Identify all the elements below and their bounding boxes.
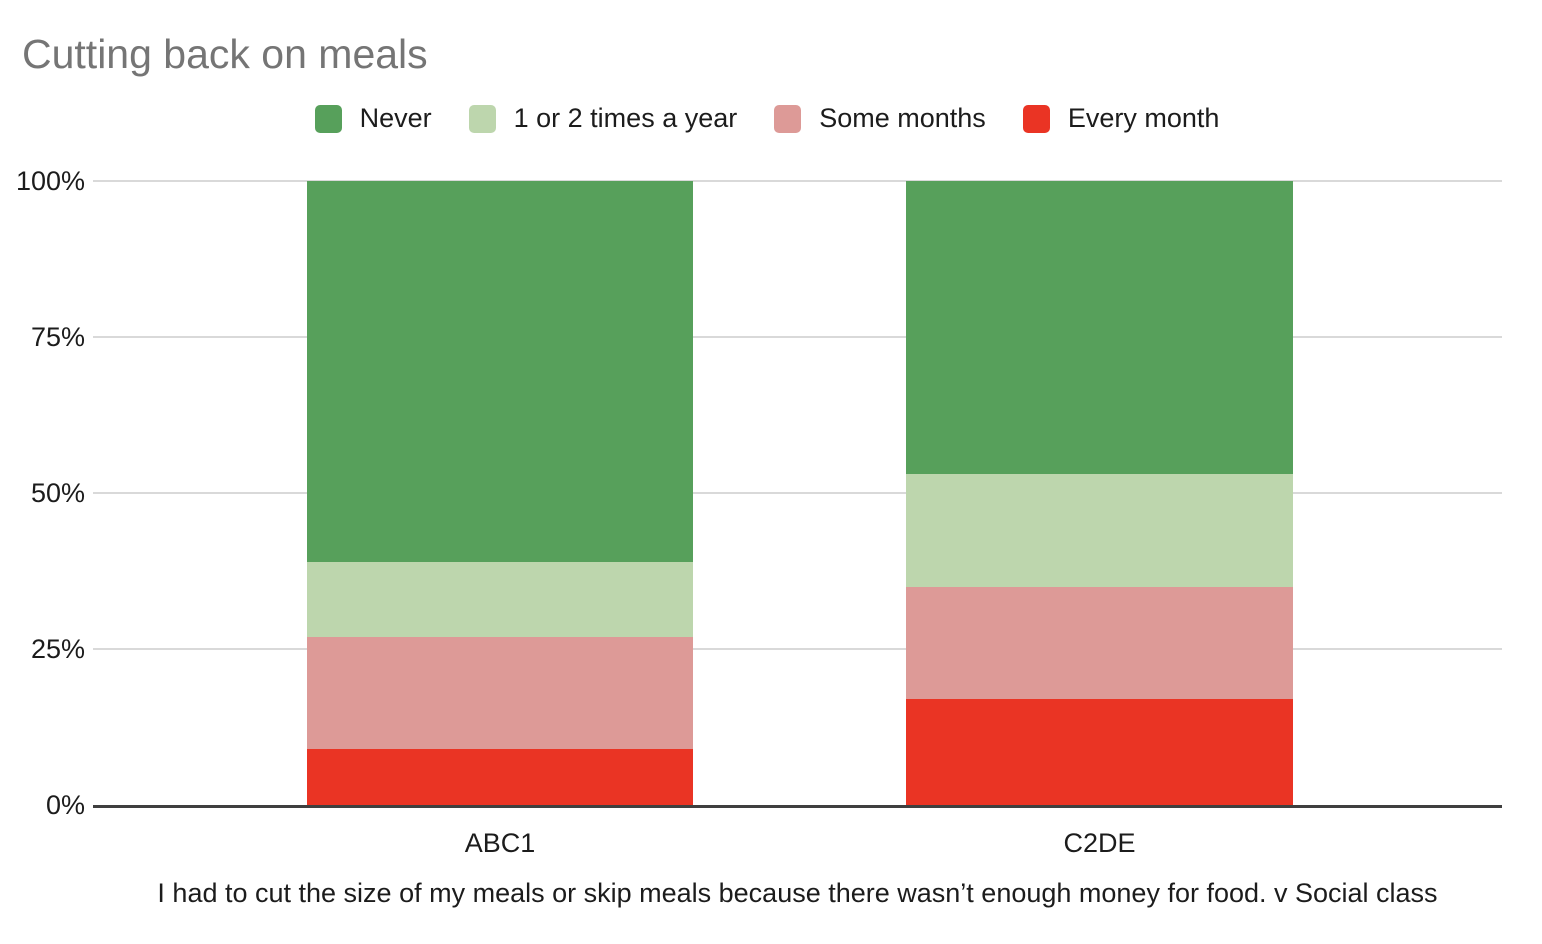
bar-abc1 <box>307 181 693 805</box>
legend-swatch-every-month <box>1022 104 1050 133</box>
y-tick-label-25: 25% <box>30 634 85 664</box>
plot-area <box>93 180 1502 808</box>
legend-swatch-1-or-2-times-a-year <box>468 104 496 133</box>
legend-item-every-month: Every month <box>1022 103 1220 134</box>
gridline-25 <box>93 648 1502 650</box>
x-label-abc1: ABC1 <box>464 828 536 858</box>
y-tick-label-0: 0% <box>45 790 85 820</box>
y-tick-label-75: 75% <box>30 322 85 352</box>
legend-label: Never <box>359 103 432 133</box>
gridline-75 <box>93 336 1502 338</box>
legend-label: Some months <box>819 103 986 133</box>
legend-label: 1 or 2 times a year <box>513 103 738 133</box>
x-label-c2de: C2DE <box>1063 828 1136 858</box>
segment-never-abc1 <box>307 181 693 562</box>
segment-1-or-2-times-a-year-abc1 <box>307 561 693 637</box>
bar-c2de <box>906 181 1293 805</box>
legend-item-never: Never <box>314 103 432 134</box>
x-axis-caption: I had to cut the size of my meals or ski… <box>157 878 1438 908</box>
segment-every-month-c2de <box>906 698 1293 805</box>
legend-label: Every month <box>1067 103 1220 133</box>
y-tick-label-50: 50% <box>30 478 85 508</box>
x-axis-category-labels: ABC1 C2DE <box>93 828 1502 862</box>
x-axis-baseline <box>93 805 1502 808</box>
y-tick-label-100: 100% <box>15 166 85 196</box>
legend-swatch-never <box>314 104 342 133</box>
segment-some-months-c2de <box>906 586 1293 699</box>
legend-item-1-or-2-times-a-year: 1 or 2 times a year <box>468 103 738 134</box>
legend-swatch-some-months <box>774 104 802 133</box>
segment-never-c2de <box>906 181 1293 475</box>
gridline-100 <box>93 180 1502 182</box>
legend-item-some-months: Some months <box>774 103 986 134</box>
chart-legend: Never 1 or 2 times a year Some months Every… <box>93 103 1441 134</box>
chart-title: Cutting back on meals <box>22 31 428 77</box>
gridline-50 <box>93 492 1502 494</box>
segment-every-month-abc1 <box>307 748 693 805</box>
segment-some-months-abc1 <box>307 636 693 749</box>
y-axis-tick-labels: 0% 25% 50% 75% 100% <box>0 166 85 820</box>
segment-1-or-2-times-a-year-c2de <box>906 474 1293 587</box>
